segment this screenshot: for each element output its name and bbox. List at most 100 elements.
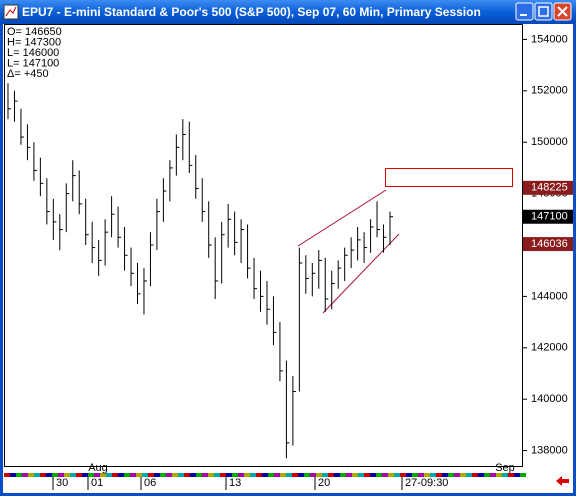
strip-segment <box>298 473 304 477</box>
strip-segment <box>256 473 262 477</box>
strip-segment <box>58 473 64 477</box>
strip-segment <box>4 473 10 477</box>
app-icon <box>3 4 19 20</box>
x-tick-label: 13 <box>229 477 241 489</box>
strip-segment <box>508 473 514 477</box>
strip-segment <box>262 473 268 477</box>
strip-segment <box>130 473 136 477</box>
strip-segment <box>112 473 118 477</box>
strip-segment <box>40 473 46 477</box>
strip-segment <box>352 473 358 477</box>
strip-segment <box>484 473 490 477</box>
strip-segment <box>448 473 454 477</box>
strip-segment <box>166 473 172 477</box>
strip-segment <box>82 473 88 477</box>
strip-segment <box>424 473 430 477</box>
info-line: H= 147300 <box>7 36 61 48</box>
strip-segment <box>106 473 112 477</box>
strip-segment <box>358 473 364 477</box>
strip-segment <box>334 473 340 477</box>
strip-segment <box>394 473 400 477</box>
strip-segment <box>310 473 316 477</box>
maximize-icon <box>538 6 549 17</box>
title-bar <box>0 0 576 24</box>
session-strip <box>4 473 526 477</box>
y-tick-label: 142000 <box>531 342 568 354</box>
strip-segment <box>28 473 34 477</box>
strip-segment <box>202 473 208 477</box>
strip-segment <box>184 473 190 477</box>
strip-segment <box>274 473 280 477</box>
minimize-button[interactable] <box>515 2 534 21</box>
strip-segment <box>502 473 508 477</box>
y-tick-label: 140000 <box>531 393 568 405</box>
price-marker-label: 148225 <box>531 182 568 194</box>
x-tick-label: 30 <box>56 477 68 489</box>
strip-segment <box>34 473 40 477</box>
strip-segment <box>388 473 394 477</box>
strip-segment <box>328 473 334 477</box>
strip-segment <box>94 473 100 477</box>
strip-segment <box>364 473 370 477</box>
strip-segment <box>268 473 274 477</box>
scroll-arrow[interactable] <box>556 476 569 486</box>
strip-segment <box>514 473 520 477</box>
strip-segment <box>136 473 142 477</box>
strip-segment <box>418 473 424 477</box>
strip-segment <box>460 473 466 477</box>
strip-segment <box>292 473 298 477</box>
strip-segment <box>280 473 286 477</box>
strip-segment <box>190 473 196 477</box>
strip-segment <box>400 473 406 477</box>
strip-segment <box>346 473 352 477</box>
price-marker-box <box>523 237 573 252</box>
strip-segment <box>472 473 478 477</box>
strip-segment <box>172 473 178 477</box>
strip-segment <box>208 473 214 477</box>
target-box <box>385 168 513 187</box>
x-tick-label: 01 <box>91 477 103 489</box>
strip-segment <box>10 473 16 477</box>
info-line: L= 147100 <box>7 57 59 69</box>
wedge-upper-line <box>297 189 387 247</box>
strip-segment <box>376 473 382 477</box>
strip-segment <box>214 473 220 477</box>
plot-frame <box>4 24 523 467</box>
x-tick-label: 20 <box>318 477 330 489</box>
strip-segment <box>232 473 238 477</box>
strip-segment <box>88 473 94 477</box>
y-tick-label: 138000 <box>531 444 568 456</box>
strip-segment <box>22 473 28 477</box>
strip-segment <box>70 473 76 477</box>
strip-segment <box>430 473 436 477</box>
info-line: O= 146650 <box>7 26 62 38</box>
price-marker-box <box>523 180 573 195</box>
y-tick-label: 152000 <box>531 85 568 97</box>
maximize-button[interactable] <box>534 2 553 21</box>
strip-segment <box>100 473 106 477</box>
strip-segment <box>178 473 184 477</box>
strip-segment <box>406 473 412 477</box>
price-marker-label: 147100 <box>531 211 568 223</box>
strip-segment <box>46 473 52 477</box>
strip-segment <box>340 473 346 477</box>
month-label: Aug <box>88 462 108 474</box>
wedge-lower-line <box>322 233 400 314</box>
strip-segment <box>154 473 160 477</box>
strip-segment <box>16 473 22 477</box>
strip-segment <box>466 473 472 477</box>
y-tick-label: 154000 <box>531 33 568 45</box>
close-icon <box>557 6 568 17</box>
strip-segment <box>304 473 310 477</box>
strip-segment <box>370 473 376 477</box>
strip-segment <box>316 473 322 477</box>
minimize-icon <box>520 14 527 16</box>
month-label: Sep <box>495 462 515 474</box>
strip-segment <box>496 473 502 477</box>
strip-segment <box>436 473 442 477</box>
strip-segment <box>52 473 58 477</box>
strip-segment <box>238 473 244 477</box>
strip-segment <box>478 473 484 477</box>
info-line: L= 146000 <box>7 47 59 59</box>
